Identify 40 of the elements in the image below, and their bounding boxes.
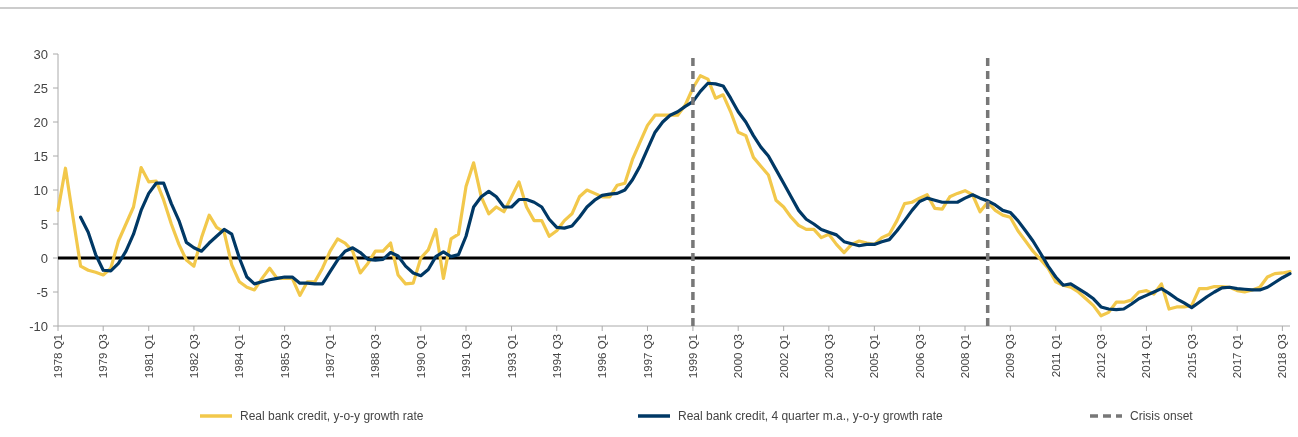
y-tick-label: 0 [40,250,48,266]
x-tick-label: 1996 Q1 [596,334,609,379]
x-tick-label: 1982 Q3 [187,334,200,379]
x-tick-label: 2011 Q1 [1049,334,1062,378]
y-tick-label: 10 [33,182,48,198]
x-tick-label: 2015 Q3 [1185,334,1198,379]
x-tick-label: 1997 Q3 [641,334,654,379]
x-tick-label: 2005 Q1 [868,334,881,379]
x-tick-label: 2018 Q3 [1276,334,1289,379]
x-tick-label: 2012 Q3 [1095,334,1108,379]
x-tick-label: 2014 Q1 [1140,334,1153,379]
y-tick-label: -10 [29,318,48,334]
legend-label: Crisis onset [1130,409,1194,424]
x-tick-label: 1987 Q1 [324,334,337,379]
x-tick-label: 1985 Q3 [278,334,291,379]
y-tick-label: 25 [33,80,48,96]
x-tick-label: 1984 Q1 [233,334,246,379]
x-tick-label: 2000 Q3 [732,334,745,379]
x-tick-label: 1993 Q1 [505,334,518,379]
x-tick-label: 1994 Q3 [550,334,563,379]
x-tick-label: 2017 Q1 [1231,334,1244,379]
y-tick-label: 5 [40,216,48,232]
x-tick-label: 1988 Q3 [369,334,382,379]
y-tick-label: 30 [33,46,48,62]
x-tick-label: 2003 Q3 [822,334,835,379]
x-tick-label: 2006 Q3 [913,334,926,379]
y-tick-label: 15 [33,148,48,164]
x-tick-label: 1979 Q3 [97,334,110,379]
legend-label: Real bank credit, y-o-y growth rate [240,409,424,424]
x-tick-label: 2002 Q1 [777,334,790,379]
legend-label: Real bank credit, 4 quarter m.a., y-o-y growth rate [678,409,944,424]
x-tick-label: 2008 Q1 [959,334,972,379]
y-tick-label: 20 [33,114,48,130]
x-tick-label: 2009 Q3 [1004,334,1017,379]
x-tick-label: 1990 Q1 [414,334,427,379]
x-tick-label: 1978 Q1 [52,334,65,379]
y-tick-label: -5 [36,284,48,300]
x-tick-label: 1981 Q1 [142,334,155,379]
x-tick-label: 1999 Q1 [686,334,699,379]
x-tick-label: 1991 Q3 [460,334,473,379]
